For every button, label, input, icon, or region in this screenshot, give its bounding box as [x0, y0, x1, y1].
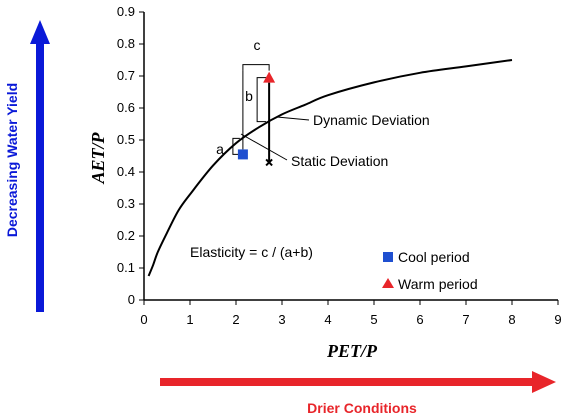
static-deviation-label: Static Deviation: [291, 153, 388, 169]
plot-frame: [143, 12, 558, 301]
x-tick-label: 4: [324, 312, 331, 327]
legend: Cool period Warm period: [382, 249, 478, 292]
static-deviation-leader: [240, 133, 288, 161]
y-tick-label: 0.5: [117, 132, 135, 147]
y-axis-title: AET/P: [88, 132, 108, 185]
deviation-brackets: [232, 64, 271, 163]
y-tick-label: 0.3: [117, 196, 135, 211]
warm-period-point: [263, 71, 276, 83]
data-markers: [237, 71, 276, 167]
y-tick-label: 0.6: [117, 100, 135, 115]
x-axis-title: PET/P: [326, 341, 378, 361]
x-tick-label: 5: [370, 312, 377, 327]
bracket-c: [242, 64, 270, 71]
x-tick-label: 3: [278, 312, 285, 327]
bracket-label-b: b: [245, 88, 253, 104]
y-tick-label: 0.9: [117, 4, 135, 19]
left-side-label: Decreasing Water Yield: [4, 83, 20, 237]
x-tick-label: 8: [508, 312, 515, 327]
x-tick-label: 0: [140, 312, 147, 327]
y-tick-label: 0.2: [117, 228, 135, 243]
x-tick-label: 2: [232, 312, 239, 327]
legend-cool-label: Cool period: [398, 249, 470, 265]
projected-point-marker: [265, 158, 273, 167]
decreasing-water-yield-arrow: [30, 20, 50, 312]
dynamic-deviation-label: Dynamic Deviation: [313, 112, 430, 128]
legend-cool-swatch: [383, 252, 393, 262]
elasticity-label: Elasticity = c / (a+b): [190, 244, 313, 260]
y-axis-ticks: 0 0.1 0.2 0.3 0.4 0.5 0.6 0.7 0.8 0.9: [117, 4, 144, 307]
x-tick-label: 6: [416, 312, 423, 327]
bracket-a: [232, 137, 240, 155]
legend-warm-swatch: [382, 278, 394, 288]
x-tick-label: 7: [462, 312, 469, 327]
y-tick-label: 0.1: [117, 260, 135, 275]
bottom-side-label: Drier Conditions: [307, 400, 417, 416]
x-tick-label: 9: [554, 312, 561, 327]
y-tick-label: 0: [128, 292, 135, 307]
bracket-b: [256, 77, 267, 123]
drier-conditions-arrow: [160, 371, 556, 393]
dynamic-deviation-leader: [276, 116, 310, 121]
x-axis-ticks: 0 1 2 3 4 5 6 7 8 9: [140, 300, 562, 327]
legend-warm-label: Warm period: [398, 276, 478, 292]
y-tick-label: 0.4: [117, 164, 135, 179]
y-tick-label: 0.7: [117, 68, 135, 83]
x-tick-label: 1: [186, 312, 193, 327]
budyko-curve: [147, 59, 513, 277]
cool-period-point: [237, 149, 248, 160]
bracket-label-a: a: [216, 141, 224, 157]
y-tick-label: 0.8: [117, 36, 135, 51]
bracket-label-c: c: [254, 37, 261, 53]
